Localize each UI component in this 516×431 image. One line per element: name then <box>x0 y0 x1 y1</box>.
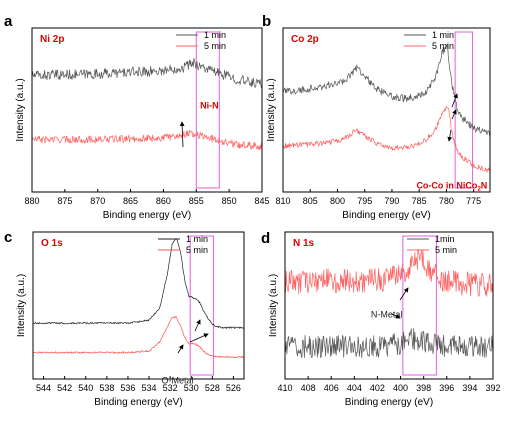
x-tick-label: 850 <box>222 196 237 206</box>
panel-letter: d <box>261 230 270 247</box>
x-tick-label: 398 <box>416 383 431 393</box>
x-tick-label: 532 <box>163 383 178 393</box>
x-tick-label: 875 <box>57 196 72 206</box>
panel-title: N 1s <box>293 238 315 249</box>
x-tick-label: 795 <box>357 196 372 206</box>
highlight-box <box>189 235 214 376</box>
legend-label: 1 min <box>186 234 208 244</box>
x-tick-label: 865 <box>123 196 138 206</box>
legend-label: 1 min <box>204 30 226 40</box>
legend-label: 5 min <box>435 245 457 255</box>
panel-c: c 544 542 540 538 536 534 532 530 528 526 Binding e… <box>4 229 245 408</box>
plot-frame <box>32 231 245 380</box>
panel-d: d 410 408 406 404 402 400 398 396 394 392 Binding e… <box>261 230 501 408</box>
panel-a: a 880 875 870 865 860 855 850 845 Binding energy … <box>4 13 270 221</box>
legend-label: 1 min <box>432 30 454 40</box>
x-tick-label: 540 <box>78 383 93 393</box>
annotation-arrow <box>451 93 458 108</box>
panel-b: b 810 805 800 795 790 785 780 775 Binding energy … <box>262 13 491 221</box>
highlight-box <box>402 235 437 376</box>
panel-title: Co 2p <box>291 34 319 45</box>
annotation-label: N-Metal <box>371 309 403 319</box>
legend-label: 5 min <box>186 245 208 255</box>
x-tick-label: 870 <box>90 196 105 206</box>
x-tick-label: 536 <box>120 383 135 393</box>
plot-frame <box>282 27 491 193</box>
annotation-arrow <box>391 313 401 319</box>
x-tick-label: 404 <box>347 383 362 393</box>
y-axis-label: Intensity (a.u.) <box>266 78 277 141</box>
x-tick-label: 810 <box>275 196 290 206</box>
x-tick-label: 860 <box>156 196 171 206</box>
panel-letter: a <box>4 13 13 30</box>
x-tick-label: 394 <box>462 383 477 393</box>
series-line-5-min <box>31 129 263 150</box>
panel-title: Ni 2p <box>40 34 64 45</box>
series-line-1min <box>284 328 494 359</box>
panel-letter: c <box>4 229 12 246</box>
x-axis-label: Binding energy (eV) <box>342 210 430 221</box>
annotation-label: Ni-N <box>200 100 219 110</box>
x-tick-label: 544 <box>36 383 51 393</box>
annotation-text: Ni-N <box>200 100 219 110</box>
x-tick-label: 790 <box>384 196 399 206</box>
annotation-arrow <box>179 121 185 148</box>
annotation-arrow <box>399 287 409 301</box>
annotation-arrow <box>447 129 453 142</box>
x-tick-label: 400 <box>393 383 408 393</box>
annotation-arrow <box>189 333 209 343</box>
annotation-arrow <box>451 109 457 120</box>
x-axis-label: Binding energy (eV) <box>94 397 182 408</box>
annotation-subscript: 2 <box>477 187 481 193</box>
annotation-label: O-Metal <box>162 375 194 385</box>
x-axis-label: Binding energy (eV) <box>345 397 433 408</box>
series-line-1-min <box>31 57 263 89</box>
x-tick-label: 805 <box>303 196 318 206</box>
series-line-1-min <box>32 238 245 329</box>
x-tick-label: 530 <box>184 383 199 393</box>
annotation-tail: N <box>481 181 488 191</box>
legend-label: 1min <box>435 234 455 244</box>
x-tick-label: 775 <box>466 196 481 206</box>
series-line-5-min <box>284 248 494 297</box>
x-tick-label: 800 <box>330 196 345 206</box>
x-tick-label: 845 <box>254 196 269 206</box>
series-line-5-min <box>282 106 491 173</box>
highlight-box <box>195 31 220 189</box>
x-tick-label: 396 <box>439 383 454 393</box>
x-tick-label: 542 <box>57 383 72 393</box>
plot-frame <box>284 231 494 380</box>
y-axis-label: Intensity (a.u.) <box>268 274 279 337</box>
panel-letter: b <box>262 13 271 30</box>
series-line-1-min <box>282 43 491 138</box>
annotation-arrow <box>194 319 201 332</box>
y-axis-label: Intensity (a.u.) <box>16 274 27 337</box>
x-tick-label: 880 <box>24 196 39 206</box>
x-tick-label: 855 <box>189 196 204 206</box>
x-tick-label: 534 <box>142 383 157 393</box>
annotation-label: Co-Co in NiCo2N <box>416 181 487 193</box>
series-line-5-min <box>32 316 245 358</box>
x-axis-label: Binding energy (eV) <box>103 210 191 221</box>
x-tick-label: 410 <box>277 383 292 393</box>
x-tick-label: 392 <box>485 383 500 393</box>
annotation-text: N-Metal <box>371 309 403 319</box>
x-tick-label: 408 <box>301 383 316 393</box>
x-tick-label: 785 <box>412 196 427 206</box>
annotation-text: Co-Co in NiCo <box>416 181 477 191</box>
x-tick-label: 538 <box>99 383 114 393</box>
x-tick-label: 528 <box>205 383 220 393</box>
panel-title: O 1s <box>41 238 63 249</box>
x-tick-label: 406 <box>324 383 339 393</box>
x-tick-label: 780 <box>439 196 454 206</box>
x-tick-label: 526 <box>226 383 241 393</box>
annotation-text: O-Metal <box>162 375 194 385</box>
legend-label: 5 min <box>432 41 454 51</box>
annotation-arrow <box>177 344 184 354</box>
y-axis-label: Intensity (a.u.) <box>15 78 26 141</box>
legend-label: 5 min <box>204 41 226 51</box>
plot-frame <box>31 27 263 193</box>
x-tick-label: 402 <box>370 383 385 393</box>
